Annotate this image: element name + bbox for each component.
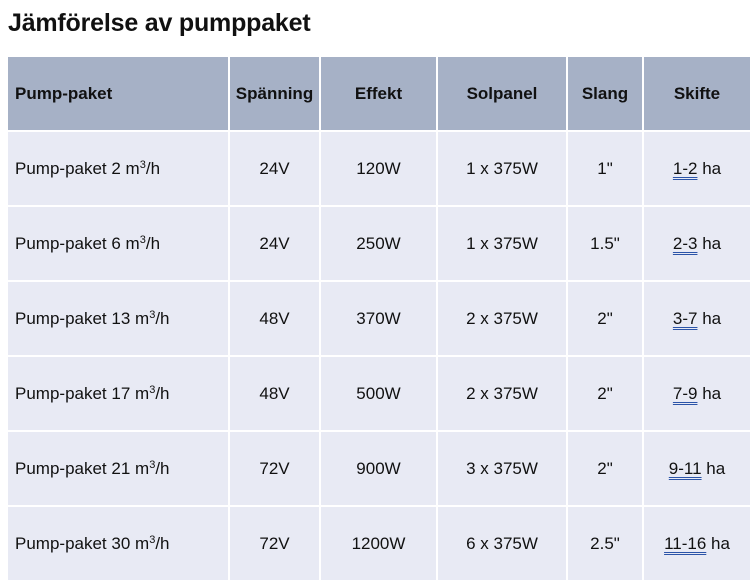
table-row: Pump-paket 13 m3/h 48V 370W 2 x 375W 2" … xyxy=(8,281,750,357)
pump-name: Pump-paket 21 m xyxy=(15,458,150,478)
range-unit: ha xyxy=(706,533,730,553)
pump-name-cell: Pump-paket 30 m3/h xyxy=(8,506,230,582)
pump-name-cell: Pump-paket 2 m3/h xyxy=(8,131,230,207)
unit-superscript: 3 xyxy=(149,533,156,546)
hose-cell: 2" xyxy=(567,281,644,357)
pump-name: Pump-paket 6 m xyxy=(15,233,140,253)
pump-name-cell: Pump-paket 21 m3/h xyxy=(8,431,230,507)
unit-superscript: 3 xyxy=(149,383,156,396)
power-cell: 900W xyxy=(320,431,438,507)
unit-superscript: 3 xyxy=(149,458,156,471)
power-cell: 1200W xyxy=(320,506,438,582)
flow-unit: /h xyxy=(145,158,161,178)
voltage-cell: 72V xyxy=(229,506,321,582)
hose-cell: 2.5" xyxy=(567,506,644,582)
page-title: Jämförelse av pumppaket xyxy=(8,9,311,37)
range-cell: 7-9 ha xyxy=(643,356,750,432)
header-voltage: Spänning xyxy=(229,57,321,132)
range-cell: 9-11 ha xyxy=(643,431,750,507)
unit-superscript: 3 xyxy=(139,158,146,171)
solar-panel-cell: 1 x 375W xyxy=(437,131,568,207)
hose-cell: 1" xyxy=(567,131,644,207)
table-row: Pump-paket 6 m3/h 24V 250W 1 x 375W 1.5"… xyxy=(8,206,750,282)
unit-superscript: 3 xyxy=(139,233,146,246)
header-hose: Slang xyxy=(567,57,644,132)
pump-name-cell: Pump-paket 17 m3/h xyxy=(8,356,230,432)
solar-panel-cell: 2 x 375W xyxy=(437,356,568,432)
range-value: 7-9 xyxy=(672,383,698,403)
range-cell: 1-2 ha xyxy=(643,131,750,207)
range-unit: ha xyxy=(697,158,722,178)
table-row: Pump-paket 17 m3/h 48V 500W 2 x 375W 2" … xyxy=(8,356,750,432)
pump-name: Pump-paket 2 m xyxy=(15,158,140,178)
range-value: 1-2 xyxy=(672,158,698,178)
pump-name-cell: Pump-paket 6 m3/h xyxy=(8,206,230,282)
range-value: 9-11 xyxy=(668,458,702,478)
power-cell: 370W xyxy=(320,281,438,357)
range-unit: ha xyxy=(697,308,722,328)
solar-panel-cell: 2 x 375W xyxy=(437,281,568,357)
range-value: 11-16 xyxy=(664,533,707,553)
flow-unit: /h xyxy=(155,458,170,478)
power-cell: 250W xyxy=(320,206,438,282)
pump-name: Pump-paket 17 m xyxy=(15,383,150,403)
voltage-cell: 48V xyxy=(229,281,321,357)
hose-cell: 2" xyxy=(567,431,644,507)
flow-unit: /h xyxy=(145,233,161,253)
table-row: Pump-paket 2 m3/h 24V 120W 1 x 375W 1" 1… xyxy=(8,131,750,207)
flow-unit: /h xyxy=(155,533,170,553)
power-cell: 120W xyxy=(320,131,438,207)
range-unit: ha xyxy=(701,458,726,478)
pump-name: Pump-paket 30 m xyxy=(15,533,150,553)
voltage-cell: 72V xyxy=(229,431,321,507)
voltage-cell: 48V xyxy=(229,356,321,432)
power-cell: 500W xyxy=(320,356,438,432)
table-row: Pump-paket 30 m3/h 72V 1200W 6 x 375W 2.… xyxy=(8,506,750,582)
solar-panel-cell: 1 x 375W xyxy=(437,206,568,282)
range-unit: ha xyxy=(697,383,722,403)
range-cell: 11-16 ha xyxy=(643,506,750,582)
range-value: 2-3 xyxy=(672,233,698,253)
table-header-row: Pump-paket Spänning Effekt Solpanel Slan… xyxy=(8,57,750,132)
flow-unit: /h xyxy=(155,383,170,403)
header-power: Effekt xyxy=(320,57,438,132)
voltage-cell: 24V xyxy=(229,131,321,207)
hose-cell: 1.5" xyxy=(567,206,644,282)
solar-panel-cell: 3 x 375W xyxy=(437,431,568,507)
pump-comparison-table: Pump-paket Spänning Effekt Solpanel Slan… xyxy=(8,57,750,582)
hose-cell: 2" xyxy=(567,356,644,432)
unit-superscript: 3 xyxy=(149,308,156,321)
pump-name: Pump-paket 13 m xyxy=(15,308,150,328)
flow-unit: /h xyxy=(155,308,170,328)
voltage-cell: 24V xyxy=(229,206,321,282)
header-range: Skifte xyxy=(643,57,750,132)
table-row: Pump-paket 21 m3/h 72V 900W 3 x 375W 2" … xyxy=(8,431,750,507)
range-cell: 2-3 ha xyxy=(643,206,750,282)
header-pump-package: Pump-paket xyxy=(8,57,230,132)
range-value: 3-7 xyxy=(672,308,698,328)
range-cell: 3-7 ha xyxy=(643,281,750,357)
solar-panel-cell: 6 x 375W xyxy=(437,506,568,582)
pump-name-cell: Pump-paket 13 m3/h xyxy=(8,281,230,357)
header-solar-panel: Solpanel xyxy=(437,57,568,132)
range-unit: ha xyxy=(697,233,722,253)
